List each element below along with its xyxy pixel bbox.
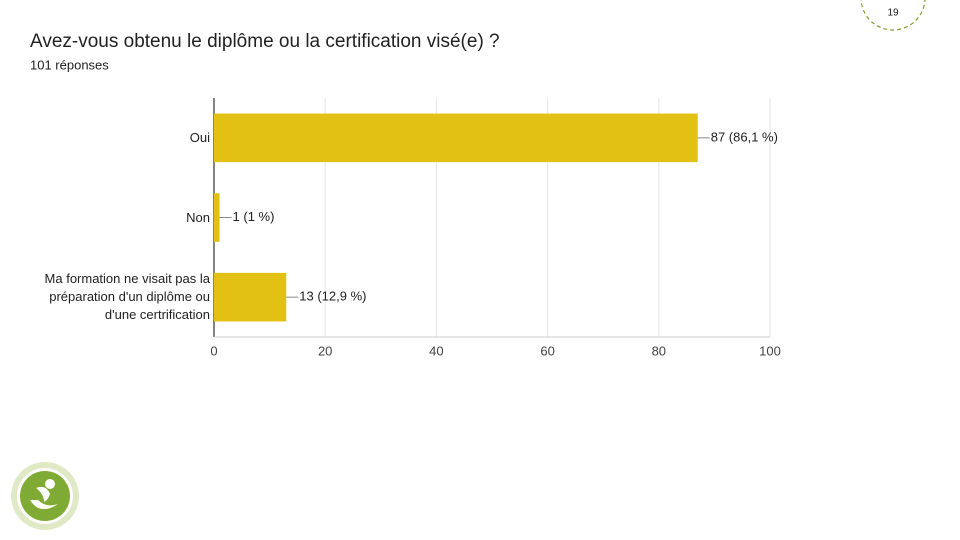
x-tick-label: 40 [429, 343, 443, 358]
bar [214, 113, 698, 163]
x-tick-label: 80 [652, 343, 666, 358]
chart-title: Avez-vous obtenu le diplôme ou la certif… [30, 31, 500, 52]
y-tick-label: Oui [189, 129, 210, 145]
x-tick-label: 100 [759, 343, 781, 358]
value-label: 87 (86,1 %) [711, 129, 778, 144]
page-badge [860, 0, 926, 31]
value-label: 13 (12,9 %) [299, 289, 366, 304]
page-number: 19 [887, 8, 899, 19]
y-tick-label: Non [186, 209, 210, 225]
x-tick-label: 20 [318, 343, 332, 358]
y-tick-label: Ma formation ne visait pas la préparatio… [44, 271, 210, 323]
bar [214, 193, 220, 242]
x-tick-label: 60 [540, 343, 554, 358]
bar [214, 272, 287, 322]
x-tick-label: 0 [210, 343, 217, 358]
logo [11, 462, 79, 530]
chart-subtitle: 101 réponses [30, 57, 109, 72]
value-label: 1 (1 %) [233, 209, 275, 224]
